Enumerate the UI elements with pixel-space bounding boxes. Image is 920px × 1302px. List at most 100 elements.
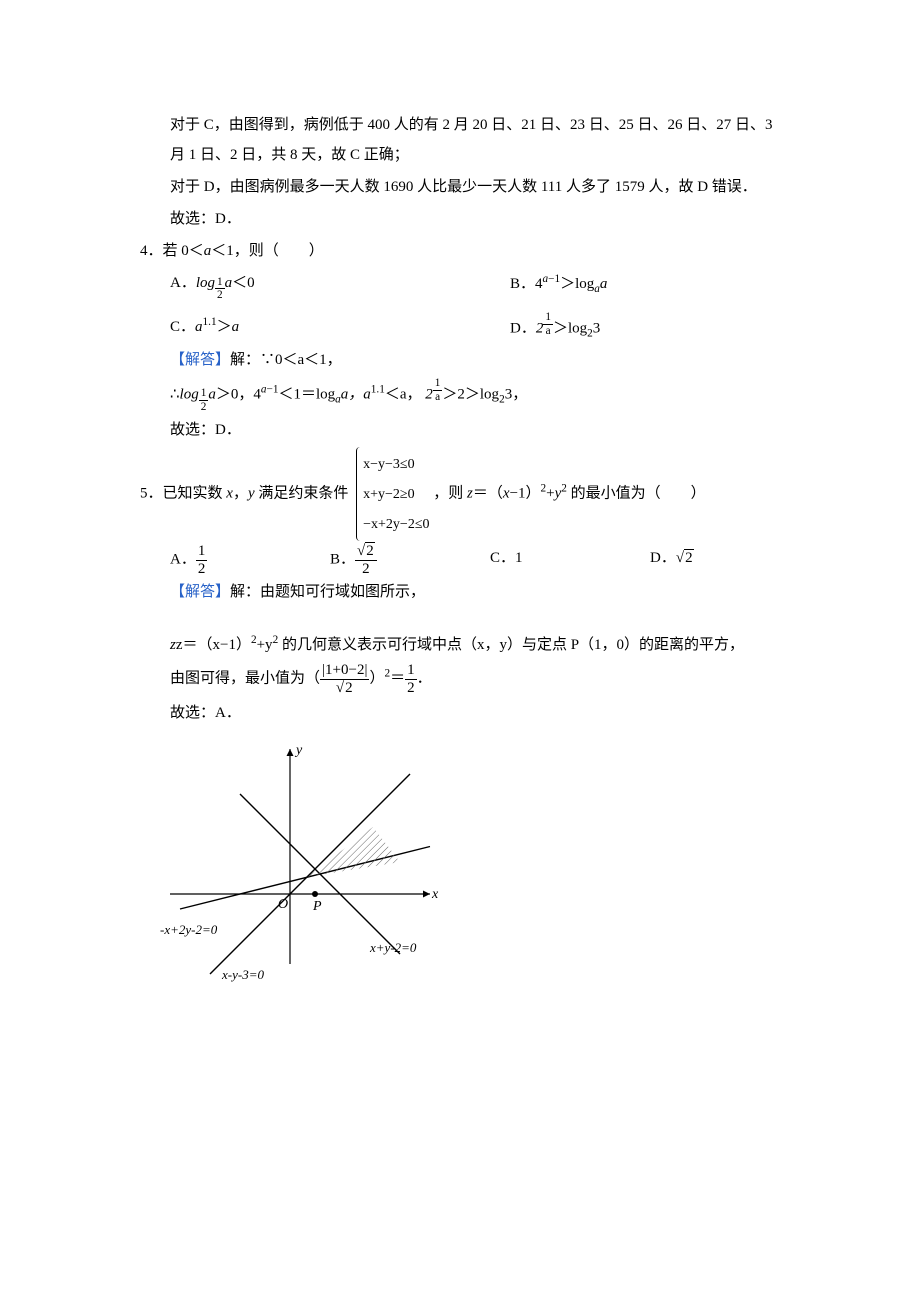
q3-option-d-explain: 对于 D，由图病例最多一天人数 1690 人比最少一天人数 111 人多了 15…	[140, 172, 780, 202]
rp: ）	[369, 670, 384, 686]
log-arg: a	[600, 276, 608, 292]
res-frac: 12	[405, 662, 417, 696]
line2-label: x+y-2=0	[369, 940, 417, 955]
opt-d-pre: D．	[510, 321, 536, 337]
q4-option-d: D．21a＞log23	[510, 311, 780, 345]
d: 2	[320, 680, 369, 697]
lt1: ＜1＝log	[278, 387, 335, 403]
origin-label: O	[278, 897, 288, 912]
q4-row1: A．log12a＜0 B．4a−1＞logaa	[140, 268, 780, 301]
opt-d-mid: ＞log	[553, 321, 587, 337]
m1: −1）	[510, 485, 541, 501]
e-m1: −1	[266, 384, 278, 396]
y: y	[248, 485, 255, 501]
sol-text: 解：∵0＜a＜1，	[230, 352, 342, 368]
q5-opt-b: B．22	[330, 543, 490, 577]
lta: ＜a，	[385, 387, 422, 403]
q5-options: A．12 B．22 C．1 D．2	[140, 543, 780, 577]
exp-rest: −1	[548, 273, 560, 285]
log-text: log	[196, 275, 215, 291]
v: 2	[684, 549, 694, 566]
half: 12	[199, 387, 209, 413]
q4-stem-pre: 4．若 0＜	[140, 243, 204, 259]
sqrt-icon: 2	[357, 543, 375, 560]
n: 1	[199, 387, 209, 400]
q3-option-c-explain: 对于 C，由图得到，病例低于 400 人的有 2 月 20 日、21 日、23 …	[140, 110, 780, 170]
e11: 1.1	[371, 384, 385, 396]
q5-pre: 5．已知实数	[140, 485, 226, 501]
exp-1.1: 1.1	[203, 316, 217, 328]
log: log	[180, 387, 199, 403]
end: ．	[417, 670, 432, 686]
frac-num: 1	[215, 276, 225, 289]
q3-answer: 故选：D．	[140, 204, 780, 234]
opt-b-pre: B．4	[510, 276, 543, 292]
half-fraction: 12	[215, 276, 225, 302]
x: x	[226, 485, 233, 501]
gt: ＞	[217, 319, 232, 335]
q5-opt-c: C．1	[490, 543, 650, 577]
frac-den: 2	[215, 289, 225, 301]
q5-solution-2: zz＝（x−1）2+y2 的几何意义表示可行域中点（x，y）与定点 P（1，0）…	[140, 629, 780, 660]
c3: −x+2y−2≤0	[363, 517, 429, 532]
feasible-region-diagram: O P x y -x+2y-2=0 x+y-2=0 x-y-3=0	[140, 734, 460, 984]
d: 2	[405, 680, 417, 697]
q5-answer: 故选：A．	[140, 698, 780, 728]
gt2: ＞2＞log	[442, 387, 499, 403]
q5-solution-1: 【解答】解：由题知可行域如图所示，	[140, 577, 780, 607]
q4-option-a: A．log12a＜0	[170, 268, 510, 301]
n: 2	[355, 543, 377, 561]
x2: x	[503, 485, 510, 501]
q4-stem: 4．若 0＜a＜1，则（ ）	[140, 236, 780, 266]
ef: 1a	[433, 377, 443, 403]
fA: 12	[196, 543, 208, 577]
p1: z＝（x−1）	[176, 637, 251, 653]
after: ，则	[433, 485, 467, 501]
d: 2	[196, 561, 208, 578]
n: |1+0−2|	[320, 662, 369, 680]
pre: 由图可得，最小值为（	[170, 670, 320, 686]
q5-opt-a: A．12	[170, 543, 330, 577]
n: 1	[433, 377, 443, 390]
lt-zero: ＜0	[232, 275, 255, 291]
opt-c-pre: C．	[170, 319, 195, 335]
a3: 3，	[505, 387, 528, 403]
v: 2	[365, 542, 375, 559]
p3: 的几何意义表示可行域中点（x，y）与定点 P（1，0）的距离的平方，	[278, 637, 744, 653]
line1-label: -x+2y-2=0	[160, 922, 218, 937]
tail: 的最小值为（ ）	[567, 485, 706, 501]
la: a，a	[341, 387, 371, 403]
n: 1	[196, 543, 208, 561]
feasible-region	[307, 827, 400, 877]
lb: B．	[330, 551, 355, 567]
q4-stem-post: ＜1，则（ ）	[211, 243, 324, 259]
q5-opt-d: D． 2	[650, 543, 780, 577]
solution-label: 【解答】	[170, 584, 230, 600]
q4-option-c: C．a1.1＞a	[170, 311, 510, 345]
fB: 22	[355, 543, 377, 577]
q5-solution-3: 由图可得，最小值为（|1+0−2|2）2＝12．	[140, 662, 780, 696]
sqrt-icon: 2	[676, 543, 694, 573]
d: 2	[355, 561, 377, 578]
therefore: ∴	[170, 387, 180, 403]
log-arg-3: 3	[593, 321, 601, 337]
solution-label: 【解答】	[170, 352, 230, 368]
exp-frac: 1a	[543, 311, 553, 337]
d: a	[433, 391, 443, 403]
n: 1	[405, 662, 417, 680]
two: 2	[425, 387, 433, 403]
ld: D．	[650, 550, 676, 566]
la: A．	[170, 551, 196, 567]
var-a2: a	[232, 319, 240, 335]
q5-stem: 5．已知实数 x，y 满足约束条件 x−y−3≤0 x+y−2≥0 −x+2y−…	[140, 447, 780, 541]
eq: ＝（	[473, 485, 503, 501]
eq: ＝	[390, 670, 405, 686]
opt-b-mid: ＞log	[560, 276, 594, 292]
frac-num: 1	[543, 311, 553, 324]
q4-solution-line2: ∴log12a＞0，4a−1＜1＝logaa，a1.1＜a， 21a＞2＞log…	[140, 377, 780, 413]
sqrt-icon: 2	[336, 680, 354, 697]
c: ，	[233, 485, 248, 501]
y-label: y	[294, 743, 303, 758]
frac-den: a	[543, 325, 553, 337]
t: 解：由题知可行域如图所示，	[230, 584, 425, 600]
